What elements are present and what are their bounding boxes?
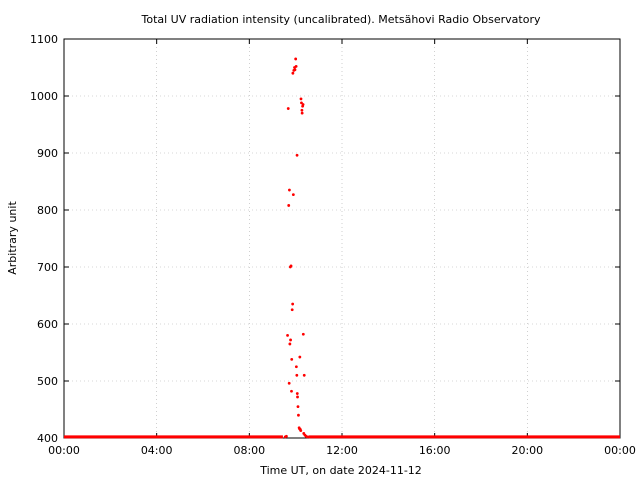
data-point (300, 111, 304, 115)
data-point (289, 338, 292, 342)
data-point (294, 365, 298, 369)
data-point (288, 188, 291, 192)
data-point (296, 395, 299, 399)
data-point (295, 392, 299, 395)
data-point (289, 264, 293, 268)
y-tick-label: 1000 (30, 90, 58, 103)
data-point (301, 332, 305, 336)
x-axis-label: Time UT, on date 2024-11-12 (259, 464, 422, 477)
data-point (287, 381, 291, 385)
data-point (290, 389, 293, 393)
data-point (299, 97, 303, 101)
y-axis-label: Arbitrary unit (6, 201, 19, 275)
data-point (295, 373, 299, 377)
data-point (293, 68, 297, 72)
x-tick-label: 00:00 (48, 444, 80, 457)
x-tick-label: 12:00 (326, 444, 358, 457)
y-tick-label: 500 (37, 375, 58, 388)
data-point (294, 57, 298, 61)
data-point (290, 308, 294, 312)
data-point (296, 405, 300, 409)
y-tick-label: 1100 (30, 33, 58, 46)
data-point (305, 435, 309, 439)
data-point (302, 373, 306, 377)
data-points (64, 57, 620, 439)
data-point (286, 107, 290, 110)
data-point (295, 153, 299, 157)
data-point (298, 355, 302, 359)
data-point (290, 357, 294, 361)
data-point (294, 64, 298, 68)
data-point (297, 413, 300, 417)
data-point (291, 302, 295, 306)
x-tick-label: 04:00 (141, 444, 173, 457)
x-tick-label: 00:00 (604, 444, 636, 457)
x-tick-labels: 00:00 04:00 08:00 12:00 16:00 20:00 00:00 (48, 444, 636, 457)
data-point (287, 204, 291, 207)
grid (64, 39, 620, 438)
data-point (299, 429, 303, 432)
data-point (301, 103, 305, 106)
chart-title: Total UV radiation intensity (uncalibrat… (141, 13, 541, 26)
y-tick-label: 900 (37, 147, 58, 160)
y-tick-label: 600 (37, 318, 58, 331)
y-tick-labels: 400 500 600 700 800 900 1000 1100 (30, 33, 58, 445)
x-tick-label: 20:00 (511, 444, 543, 457)
data-point (300, 108, 304, 112)
x-tick-label: 08:00 (233, 444, 265, 457)
y-tick-label: 700 (37, 261, 58, 274)
data-point (285, 434, 288, 438)
y-tick-label: 800 (37, 204, 58, 217)
y-tick-label: 400 (37, 432, 58, 445)
x-tick-label: 16:00 (419, 444, 451, 457)
data-point (286, 334, 289, 337)
data-point (288, 342, 292, 346)
data-point (291, 193, 295, 197)
data-point (291, 71, 295, 75)
